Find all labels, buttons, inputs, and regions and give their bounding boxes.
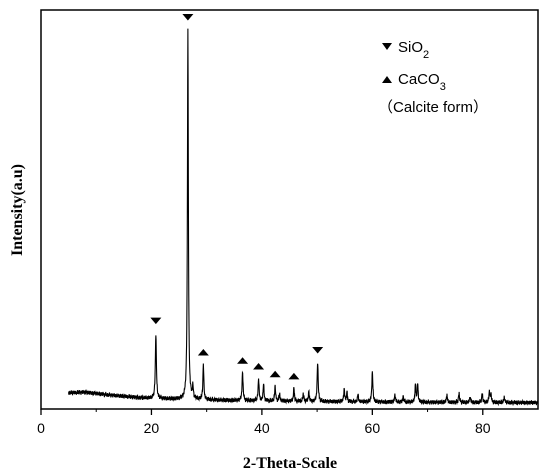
x-axis-ticks: 0 20 40 60 80 bbox=[37, 409, 491, 436]
x-axis-title: 2-Theta-Scale bbox=[243, 455, 337, 472]
legend-caco3-text: CaCO3 bbox=[398, 71, 446, 93]
caco3-peak-marker bbox=[197, 348, 209, 356]
xrd-spectrum-line bbox=[68, 28, 539, 407]
legend-caco3-marker bbox=[382, 76, 392, 83]
legend-calcite-form-text: （Calcite form） bbox=[378, 99, 488, 116]
caco3-peak-marker bbox=[237, 357, 249, 364]
x-tick-label: 20 bbox=[144, 420, 160, 436]
x-tick-label: 0 bbox=[37, 420, 45, 436]
x-tick-label: 60 bbox=[365, 420, 381, 436]
caco3-peak-marker bbox=[269, 370, 281, 378]
peak-markers bbox=[150, 13, 324, 380]
legend-sio2-marker bbox=[382, 43, 392, 50]
sio2-peak-marker bbox=[312, 346, 324, 354]
sio2-peak-marker bbox=[182, 13, 194, 21]
y-axis-title: Intensity(a.u) bbox=[9, 164, 26, 256]
x-tick-label: 80 bbox=[475, 420, 491, 436]
x-tick-label: 40 bbox=[254, 420, 270, 436]
legend: SiO2 CaCO3 （Calcite form） bbox=[378, 39, 488, 116]
caco3-peak-marker bbox=[288, 372, 300, 380]
sio2-peak-marker bbox=[150, 317, 162, 325]
legend-sio2-text: SiO2 bbox=[398, 39, 429, 61]
caco3-peak-marker bbox=[253, 363, 265, 370]
plot-area-frame bbox=[40, 9, 539, 410]
